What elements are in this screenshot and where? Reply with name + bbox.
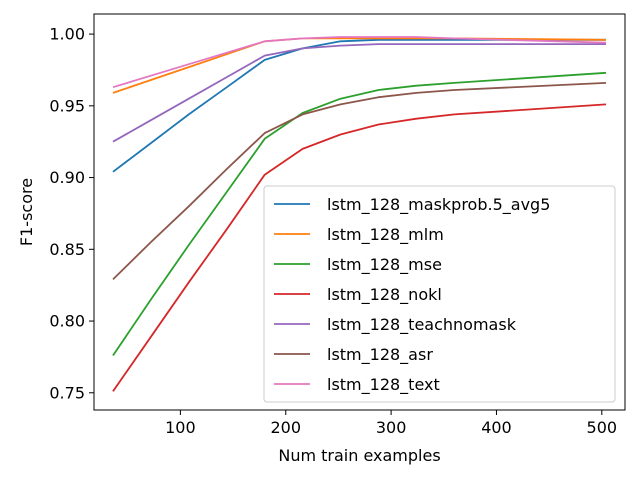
series-line-lstm_128_teachnomask [112,43,606,143]
y-tick-label: 0.90 [49,168,85,187]
plot-frame [93,13,626,411]
y-tick-label: 0.80 [49,312,85,331]
series-line-lstm_128_nokl [112,103,607,392]
legend-label: lstm_128_teachnomask [327,315,517,335]
y-axis-ticks: 0.75 0.80 0.85 0.90 0.95 1.00 [49,25,94,402]
x-tick-label: 300 [376,418,407,437]
y-tick-label: 0.95 [49,96,85,115]
x-tick-label: 200 [270,418,301,437]
series-line-lstm_128_mse [112,71,607,357]
series-line-lstm_128_asr [112,82,607,281]
x-tick-label: 100 [165,418,196,437]
legend-label: lstm_128_asr [327,345,433,365]
y-tick-label: 0.85 [49,240,85,259]
series-line-lstm_128_text [112,36,607,89]
x-tick-label: 400 [481,418,512,437]
legend-label: lstm_128_nokl [327,285,442,305]
y-axis-label: F1-score [17,178,36,246]
legend-label: lstm_128_mse [327,255,442,275]
legend-label: lstm_128_text [327,375,440,395]
y-tick-label: 1.00 [49,25,85,44]
legend-label: lstm_128_mlm [327,225,444,245]
legend-box [263,185,616,403]
legend-label: lstm_128_maskprob.5_avg5 [327,195,550,215]
y-tick-label: 0.75 [49,383,85,402]
legend: lstm_128_maskprob.5_avg5 lstm_128_mlmlstm… [263,185,616,403]
x-tick-label: 500 [587,418,618,437]
series-lines [112,36,607,392]
x-axis-label: Num train examples [278,446,440,465]
x-axis-ticks: 100 200 300 400 500 [165,410,617,437]
